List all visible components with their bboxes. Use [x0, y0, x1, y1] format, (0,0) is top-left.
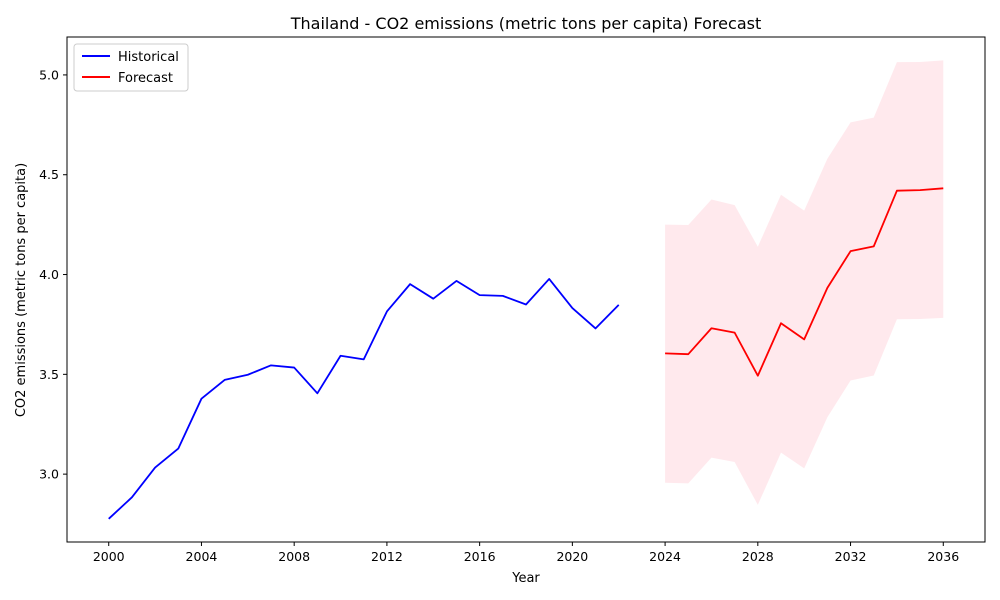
forecast-confidence-band: [665, 60, 944, 505]
x-tick-label: 2036: [927, 549, 959, 564]
x-tick-label: 2008: [278, 549, 310, 564]
x-tick-label: 2004: [186, 549, 218, 564]
chart-title: Thailand - CO2 emissions (metric tons pe…: [290, 14, 761, 33]
x-axis-label: Year: [511, 571, 540, 586]
y-tick-label: 4.0: [39, 267, 59, 282]
legend-historical-label: Historical: [118, 50, 179, 65]
x-tick-label: 2032: [835, 549, 867, 564]
plot-frame: [66, 36, 986, 543]
x-axis-ticks: 2000 2004 2008 2012 2016 2020 2024 2028 2032 2036: [93, 542, 959, 564]
x-tick-label: 2024: [649, 549, 681, 564]
x-tick-label: 2020: [556, 549, 588, 564]
y-tick-label: 3.5: [39, 367, 59, 382]
y-axis-ticks: 3.0 3.5 4.0 4.5 5.0: [39, 67, 67, 482]
y-tick-label: 4.5: [39, 167, 59, 182]
legend: Historical Forecast: [73, 43, 189, 92]
y-tick-label: 3.0: [39, 467, 59, 482]
y-tick-label: 5.0: [39, 67, 59, 82]
x-tick-label: 2000: [93, 549, 125, 564]
x-tick-label: 2016: [464, 549, 496, 564]
plot-area: [108, 60, 944, 520]
legend-forecast-label: Forecast: [118, 71, 173, 86]
y-axis-label: CO2 emissions (metric tons per capita): [14, 163, 29, 417]
x-tick-label: 2012: [371, 549, 403, 564]
x-tick-label: 2028: [742, 549, 774, 564]
